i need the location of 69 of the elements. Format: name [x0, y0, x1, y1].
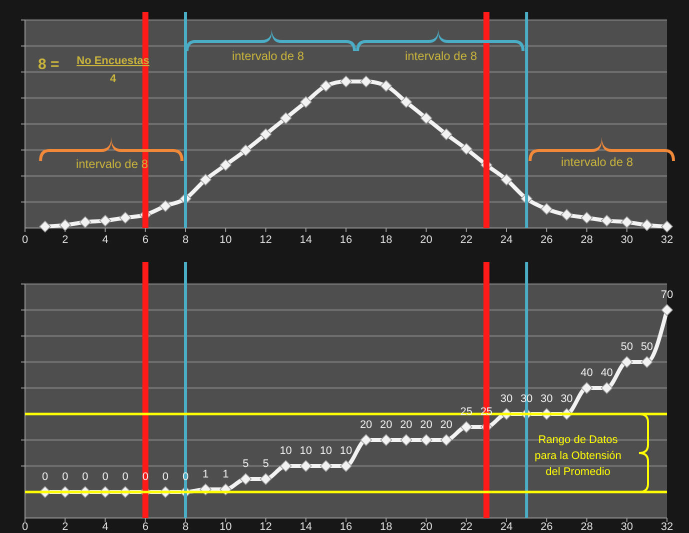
- data-label: 1: [222, 468, 229, 480]
- data-label: 20: [380, 419, 392, 431]
- x-tick-label: 2: [62, 521, 68, 533]
- data-label: 0: [142, 471, 148, 483]
- data-label: 20: [440, 419, 452, 431]
- data-label: 5: [262, 458, 269, 470]
- x-tick-label: 24: [500, 521, 513, 533]
- data-label: 30: [540, 393, 553, 405]
- x-tick-label: 8: [182, 521, 189, 533]
- x-tick-label: 26: [540, 521, 553, 533]
- x-tick-label: 20: [420, 234, 432, 246]
- x-tick-label: 14: [300, 521, 312, 533]
- x-tick-label: 24: [500, 234, 513, 246]
- text: intervalo de 8: [404, 49, 478, 63]
- x-tick-label: 30: [620, 521, 633, 533]
- text: 8 =: [38, 56, 60, 73]
- x-tick-label: 6: [142, 234, 148, 246]
- x-tick-label: 10: [220, 521, 232, 533]
- data-label: 70: [660, 289, 674, 301]
- x-tick-label: 12: [260, 521, 272, 533]
- x-tick-label: 12: [260, 234, 272, 246]
- data-label: 20: [400, 419, 412, 431]
- x-tick-label: 4: [102, 521, 108, 533]
- data-label: 0: [42, 471, 48, 483]
- x-tick-label: 32: [660, 521, 674, 533]
- x-tick-label: 16: [340, 521, 352, 533]
- x-tick-label: 18: [380, 234, 392, 246]
- x-tick-label: 28: [580, 234, 593, 246]
- x-tick-label: 32: [660, 234, 674, 246]
- data-label: 50: [620, 341, 633, 353]
- x-tick-label: 0: [22, 234, 28, 246]
- x-tick-label: 8: [182, 234, 189, 246]
- data-label: 10: [280, 445, 292, 457]
- x-tick-label: 10: [220, 234, 232, 246]
- data-label: 30: [560, 393, 573, 405]
- x-tick-label: 20: [420, 521, 432, 533]
- data-label: 30: [500, 393, 513, 405]
- data-label: 10: [320, 445, 332, 457]
- data-label: 40: [580, 367, 593, 379]
- annotation: intervalo de 8: [560, 155, 634, 169]
- x-tick-label: 4: [102, 234, 108, 246]
- data-label: 20: [420, 419, 432, 431]
- data-label: 1: [202, 468, 209, 480]
- data-label: 10: [340, 445, 352, 457]
- x-tick-label: 22: [460, 234, 472, 246]
- x-tick-label: 26: [540, 234, 553, 246]
- annotation: Rango de Datos para la Obtensión del Promedio: [534, 434, 622, 478]
- x-tick-label: 6: [142, 521, 148, 533]
- x-tick-label: 0: [22, 521, 28, 533]
- x-tick-label: 28: [580, 521, 593, 533]
- data-label: 25: [480, 406, 493, 418]
- x-tick-label: 18: [380, 521, 392, 533]
- data-label: 0: [62, 471, 68, 483]
- text: intervalo de 8: [232, 49, 304, 63]
- data-label: 5: [242, 458, 249, 470]
- annotation: 4: [110, 73, 117, 85]
- x-tick-label: 14: [300, 234, 312, 246]
- data-label: 0: [122, 471, 128, 483]
- x-tick-label: 2: [62, 234, 68, 246]
- data-label: 0: [102, 471, 108, 483]
- data-label: 0: [162, 471, 168, 483]
- data-label: 50: [640, 341, 654, 353]
- data-label: 20: [360, 419, 372, 431]
- x-tick-label: 22: [460, 521, 472, 533]
- x-tick-label: 16: [340, 234, 352, 246]
- data-label: 0: [82, 471, 88, 483]
- data-label: 40: [600, 367, 613, 379]
- x-tick-label: 30: [620, 234, 633, 246]
- data-label: 10: [300, 445, 312, 457]
